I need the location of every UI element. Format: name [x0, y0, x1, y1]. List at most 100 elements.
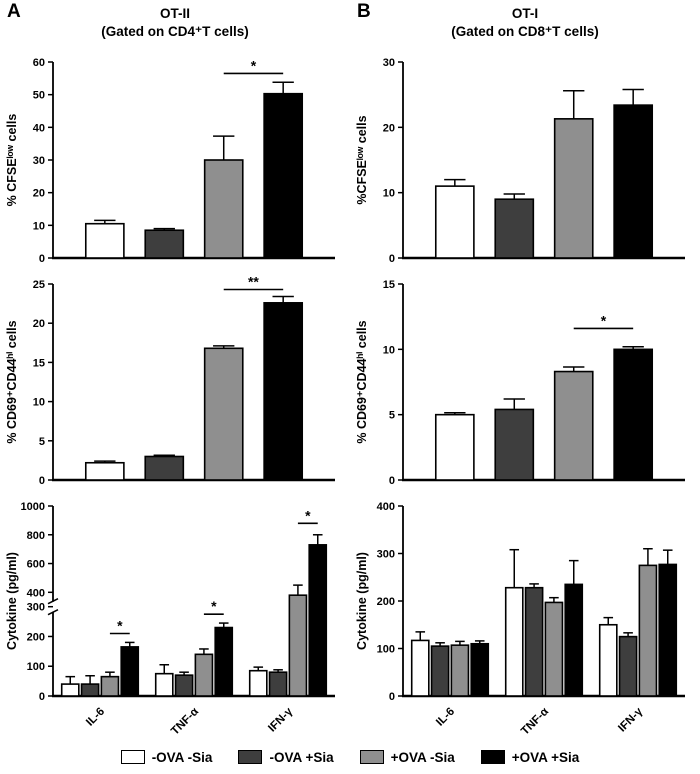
- panel-b: B OT-I (Gated on CD8⁺T cells) 0 10 20 30 %CF…: [350, 0, 700, 740]
- y-axis-label: % CFSEˡᵒʷ cells: [5, 114, 19, 207]
- legend-swatch: [480, 750, 505, 764]
- y-axis-label: % CD69⁺CD44ʰⁱ cells: [5, 320, 19, 443]
- y-tick-label: 200: [377, 596, 395, 608]
- bar: [524, 586, 544, 697]
- panel-b-title-text: OT-I: [511, 6, 539, 21]
- y-tick-label: 20: [33, 318, 45, 330]
- chart-b-cytokine: 0 100 200 300 400 Cytokine (pg/ml) IL-6 TNF-α IF…: [353, 490, 697, 740]
- bar: [248, 669, 268, 697]
- legend-item: -OVA +Sia: [238, 750, 334, 765]
- y-tick-label: 100: [27, 661, 45, 673]
- bar: [80, 683, 100, 697]
- x-category-label: IFN-γ: [266, 705, 295, 734]
- y-tick-label: 1000: [21, 501, 45, 513]
- y-tick-label: 800: [27, 530, 45, 542]
- panel-b-title: OT-I (Gated on CD8⁺T cells): [350, 0, 700, 40]
- chart-a-cd69: 0 5 10 15 20 25 % CD69⁺CD44ʰⁱ cells **: [3, 268, 347, 490]
- bar: [154, 672, 174, 697]
- significance-label: *: [601, 312, 607, 328]
- bar: [410, 639, 430, 697]
- y-axis-label: % CD69⁺CD44ʰⁱ cells: [355, 320, 369, 443]
- y-axis-label: %CFSEˡᵒʷ cells: [355, 115, 369, 204]
- chart-svg-b-cfse: 0 10 20 30 %CFSEˡᵒʷ cells: [355, 57, 685, 265]
- axis-break-mark: [47, 609, 59, 616]
- bar: [658, 563, 678, 697]
- bar: [268, 671, 288, 697]
- y-tick-label: 400: [377, 501, 395, 513]
- bar: [613, 348, 654, 481]
- chart-b-cfse: 0 10 20 30 %CFSEˡᵒʷ cells: [353, 46, 697, 268]
- bar: [144, 229, 185, 259]
- bar: [430, 645, 450, 697]
- y-tick-label: 30: [383, 57, 395, 69]
- bar: [450, 644, 470, 697]
- y-tick-label: 15: [33, 357, 45, 369]
- y-tick-label: 5: [39, 436, 45, 448]
- panel-a-title: OT-II (Gated on CD4⁺T cells): [0, 0, 350, 40]
- bar: [564, 583, 584, 697]
- chart-a-cfse: 0 10 20 30 40 50 60 % CFSEˡᵒʷ cells *: [3, 46, 347, 268]
- panel-columns: A OT-II (Gated on CD4⁺T cells) 0 10 20 30 40…: [0, 0, 700, 740]
- legend-item: +OVA -Sia: [359, 749, 455, 765]
- bar: [494, 198, 535, 259]
- y-tick-label: 300: [27, 602, 45, 614]
- bar: [638, 564, 658, 697]
- bar: [553, 118, 594, 259]
- panel-a-subtitle: (Gated on CD4⁺T cells): [101, 23, 249, 39]
- panel-a: A OT-II (Gated on CD4⁺T cells) 0 10 20 30 40…: [0, 0, 350, 740]
- bar: [470, 642, 490, 697]
- x-category-label: TNF-α: [519, 706, 551, 738]
- panel-a-title-text: OT-II: [160, 6, 190, 21]
- chart-svg-a-cytokine: 0 100 200 300 400 600 800 1000 Cytokine (pg/ml) I…: [5, 501, 335, 738]
- chart-svg-a-cfse: 0 10 20 30 40 50 60 % CFSEˡᵒʷ cells *: [5, 57, 335, 265]
- significance-label: *: [117, 617, 123, 633]
- panel-b-label: B: [357, 1, 371, 22]
- x-category-label: IL-6: [434, 706, 457, 729]
- axis-break-mark: [47, 598, 59, 605]
- y-tick-label: 100: [377, 644, 395, 656]
- bar: [553, 370, 594, 481]
- legend-item: +OVA +Sia: [480, 749, 580, 765]
- y-tick-label: 10: [33, 397, 45, 409]
- y-tick-label: 200: [27, 631, 45, 643]
- y-tick-label: 25: [33, 279, 45, 291]
- y-tick-label: 40: [33, 122, 45, 134]
- panel-b-subtitle: (Gated on CD8⁺T cells): [451, 23, 599, 39]
- bar: [544, 601, 564, 697]
- panel-a-header: A OT-II (Gated on CD4⁺T cells): [0, 0, 350, 46]
- bar: [263, 302, 304, 481]
- legend-label: +OVA -Sia: [390, 749, 455, 765]
- significance-label: **: [248, 273, 259, 289]
- y-tick-label: 5: [389, 410, 395, 422]
- y-tick-label: 0: [389, 691, 395, 703]
- y-tick-label: 50: [33, 90, 45, 102]
- x-category-label: TNF-α: [169, 706, 201, 738]
- bar: [203, 159, 244, 259]
- chart-b-cd69: 0 5 10 15 % CD69⁺CD44ʰⁱ cells *: [353, 268, 697, 490]
- bar: [120, 646, 140, 697]
- y-tick-label: 600: [27, 559, 45, 571]
- y-tick-label: 0: [39, 253, 45, 265]
- y-tick-label: 400: [27, 587, 45, 599]
- y-tick-label: 15: [383, 279, 395, 291]
- y-tick-label: 60: [33, 57, 45, 69]
- legend-label: -OVA -Sia: [151, 749, 213, 765]
- bar: [598, 623, 618, 697]
- y-axis-label: Cytokine (pg/ml): [355, 552, 369, 650]
- y-tick-label: 0: [389, 475, 395, 487]
- panel-a-label: A: [7, 1, 21, 22]
- chart-svg-b-cd69: 0 5 10 15 % CD69⁺CD44ʰⁱ cells *: [355, 279, 685, 487]
- chart-svg-a-cd69: 0 5 10 15 20 25 % CD69⁺CD44ʰⁱ cells **: [5, 273, 335, 487]
- y-tick-label: 30: [33, 155, 45, 167]
- chart-a-cytokine: 0 100 200 300 400 600 800 1000 Cytokine (pg/ml) I…: [3, 490, 347, 740]
- y-tick-label: 20: [33, 188, 45, 200]
- y-tick-label: 10: [33, 220, 45, 232]
- bar: [263, 92, 304, 259]
- legend-label: +OVA +Sia: [511, 749, 580, 765]
- bar: [494, 408, 535, 481]
- bar: [174, 674, 194, 697]
- legend-item: -OVA -Sia: [120, 749, 213, 765]
- y-tick-label: 10: [383, 344, 395, 356]
- y-tick-label: 0: [39, 475, 45, 487]
